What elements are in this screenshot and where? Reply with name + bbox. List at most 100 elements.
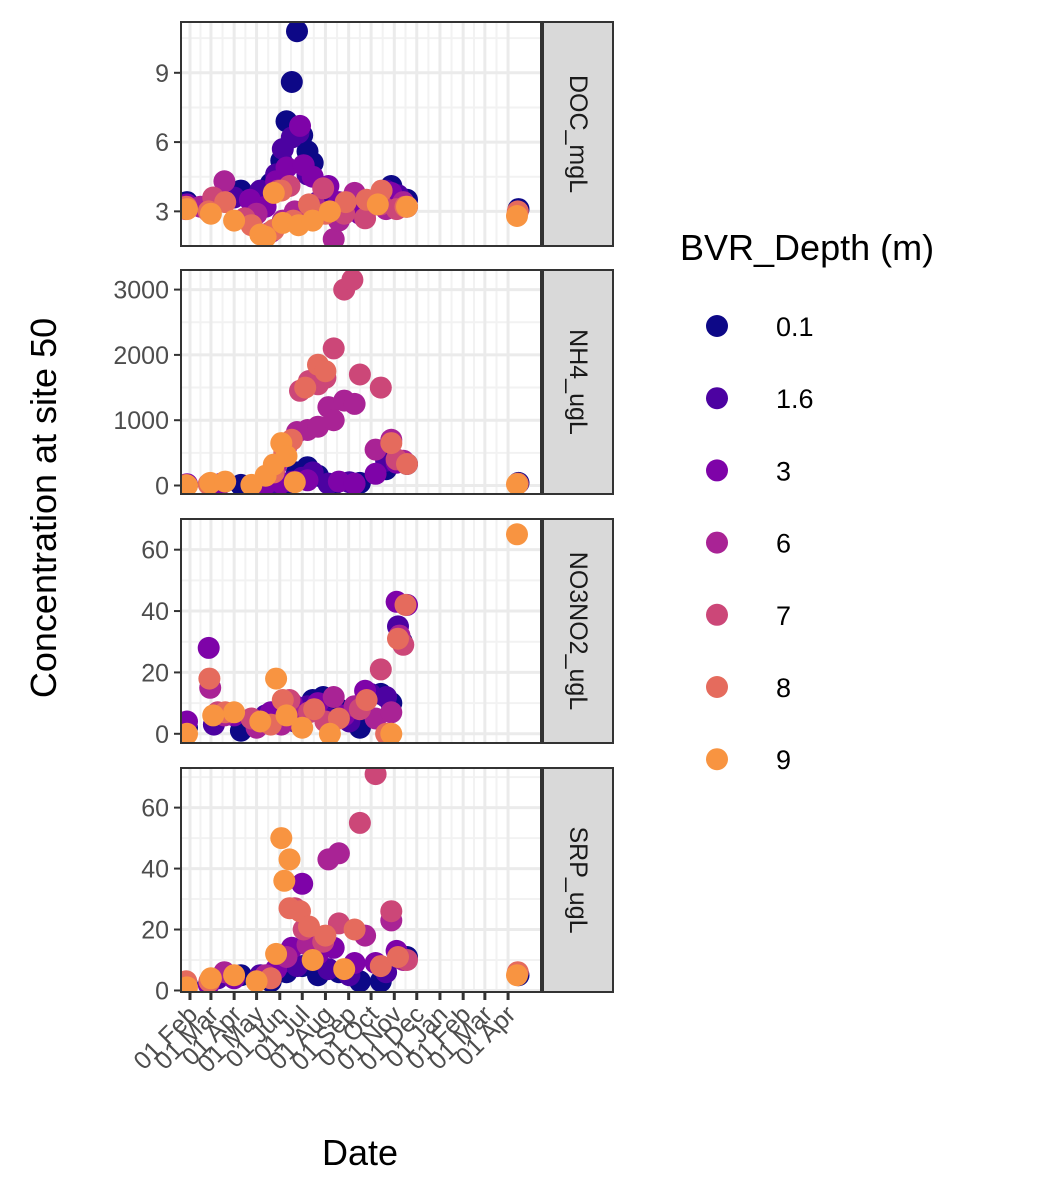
data-point-depth-9 bbox=[223, 209, 246, 232]
data-point-depth-9 bbox=[318, 200, 341, 223]
data-point-depth-3 bbox=[197, 636, 220, 659]
data-point-depth-3 bbox=[289, 114, 311, 137]
facet-strip bbox=[542, 767, 614, 993]
data-points bbox=[181, 768, 530, 992]
y-tick-label: 20 bbox=[141, 659, 169, 687]
data-point-depth-8 bbox=[396, 453, 418, 475]
data-point-depth-9 bbox=[262, 181, 285, 204]
data-point-depth-7 bbox=[354, 207, 377, 230]
data-point-depth-9 bbox=[291, 716, 314, 739]
y-tick-label: 3000 bbox=[113, 277, 169, 305]
data-point-depth-9 bbox=[181, 198, 198, 221]
legend-key-0-1 bbox=[706, 315, 728, 337]
data-point-depth-6 bbox=[343, 392, 366, 415]
legend-label: 8 bbox=[776, 673, 791, 703]
legend-title: BVR_Depth (m) bbox=[680, 227, 934, 268]
legend-key-3 bbox=[706, 459, 728, 482]
legend-key-7 bbox=[706, 603, 728, 626]
data-point-depth-8 bbox=[387, 946, 409, 968]
data-point-depth-9 bbox=[318, 722, 341, 743]
facet-strip-label: DOC_mgL bbox=[564, 75, 592, 193]
data-points bbox=[181, 523, 528, 743]
data-point-depth-9 bbox=[270, 827, 293, 850]
data-point-depth-8 bbox=[394, 593, 417, 616]
legend-label: 9 bbox=[776, 745, 791, 775]
legend-key-1-6 bbox=[706, 387, 728, 410]
data-point-depth-8 bbox=[314, 360, 337, 383]
facet-strip bbox=[542, 21, 614, 247]
y-tick-label: 6 bbox=[155, 129, 169, 157]
data-point-depth-8 bbox=[303, 698, 326, 721]
data-point-depth-9 bbox=[273, 869, 296, 892]
data-point-depth-8 bbox=[298, 915, 320, 938]
data-point-depth-7 bbox=[348, 811, 371, 834]
data-point-depth-9 bbox=[275, 704, 298, 727]
data-point-depth-9 bbox=[181, 474, 198, 494]
panel-border bbox=[180, 21, 542, 247]
data-point-depth-6 bbox=[322, 409, 345, 432]
data-point-depth-9 bbox=[506, 523, 528, 546]
legend-label: 7 bbox=[776, 601, 791, 631]
data-point-depth-0-1 bbox=[286, 22, 308, 43]
data-point-depth-6 bbox=[322, 686, 345, 708]
data-point-depth-7 bbox=[348, 363, 371, 386]
data-point-depth-9 bbox=[366, 193, 389, 216]
facet-panel-nh4-ugl: 0 1000 2000 3000 NH4_ugL bbox=[113, 269, 614, 501]
data-point-depth-0-1 bbox=[280, 71, 303, 93]
data-point-depth-8 bbox=[355, 689, 378, 711]
y-tick-label: 60 bbox=[141, 537, 169, 565]
data-point-depth-8 bbox=[294, 376, 317, 399]
y-tick-label: 3 bbox=[155, 198, 169, 226]
data-point-depth-9 bbox=[181, 976, 198, 992]
data-point-depth-8 bbox=[198, 667, 221, 690]
data-point-depth-9 bbox=[254, 225, 277, 246]
panel-border bbox=[180, 269, 542, 495]
y-tick-label: 1000 bbox=[113, 407, 169, 435]
data-point-depth-3 bbox=[291, 872, 314, 895]
y-tick-label: 0 bbox=[155, 721, 169, 749]
y-tick-label: 20 bbox=[141, 917, 169, 945]
data-point-depth-9 bbox=[396, 195, 418, 218]
facet-strip-label: SRP_ugL bbox=[564, 826, 592, 933]
data-point-depth-8 bbox=[369, 955, 392, 978]
data-point-depth-6 bbox=[213, 170, 236, 193]
data-point-depth-9 bbox=[301, 949, 324, 971]
data-point-depth-8 bbox=[314, 924, 337, 947]
data-point-depth-9 bbox=[283, 471, 306, 494]
legend-label: 1.6 bbox=[776, 384, 814, 414]
data-point-depth-6 bbox=[327, 842, 350, 865]
data-point-depth-9 bbox=[301, 209, 324, 232]
y-tick-label: 0 bbox=[155, 977, 169, 1005]
data-point-depth-9 bbox=[278, 848, 301, 871]
y-tick-label: 9 bbox=[155, 60, 169, 88]
data-point-depth-8 bbox=[343, 918, 366, 941]
facet-panel-no3no2-ugl: 0 20 40 60 NO3NO2_ugL bbox=[141, 518, 614, 749]
data-point-depth-3 bbox=[343, 472, 366, 494]
data-point-depth-3 bbox=[364, 462, 387, 485]
data-point-depth-9 bbox=[265, 942, 288, 965]
data-point-depth-6 bbox=[322, 228, 345, 246]
data-point-depth-9 bbox=[223, 964, 246, 987]
data-point-depth-7 bbox=[364, 768, 387, 786]
data-point-depth-9 bbox=[199, 202, 222, 225]
data-point-depth-9 bbox=[223, 701, 246, 724]
y-tick-label: 40 bbox=[141, 598, 169, 626]
facet-strip bbox=[542, 269, 614, 495]
data-point-depth-3 bbox=[275, 156, 298, 179]
facet-strip bbox=[542, 518, 614, 744]
y-tick-label: 0 bbox=[155, 473, 169, 501]
legend-key-8 bbox=[706, 676, 728, 698]
data-point-depth-9 bbox=[245, 970, 268, 992]
data-point-depth-9 bbox=[214, 470, 237, 493]
data-point-depth-9 bbox=[506, 205, 528, 227]
panel-border bbox=[180, 767, 542, 993]
data-point-depth-9 bbox=[275, 445, 298, 468]
data-point-depth-9 bbox=[333, 958, 356, 981]
data-point-depth-7 bbox=[380, 900, 403, 923]
data-point-depth-9 bbox=[181, 722, 198, 743]
data-point-depth-7 bbox=[341, 270, 364, 291]
facet-panel-doc-mgl: 3 6 9 DOC_mgL bbox=[155, 21, 614, 247]
data-point-depth-9 bbox=[506, 964, 528, 987]
x-axis-title: Date bbox=[322, 1132, 398, 1173]
